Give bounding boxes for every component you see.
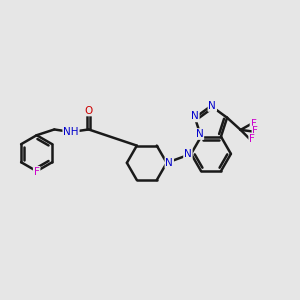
- Text: N: N: [196, 129, 203, 139]
- Text: F: F: [249, 134, 255, 144]
- Text: N: N: [191, 111, 199, 122]
- Text: N: N: [165, 158, 173, 168]
- Text: NH: NH: [63, 127, 79, 137]
- Text: N: N: [184, 149, 192, 159]
- Text: F: F: [252, 127, 258, 136]
- Text: O: O: [85, 106, 93, 116]
- Text: F: F: [34, 167, 40, 177]
- Text: F: F: [250, 119, 256, 129]
- Text: N: N: [208, 101, 216, 111]
